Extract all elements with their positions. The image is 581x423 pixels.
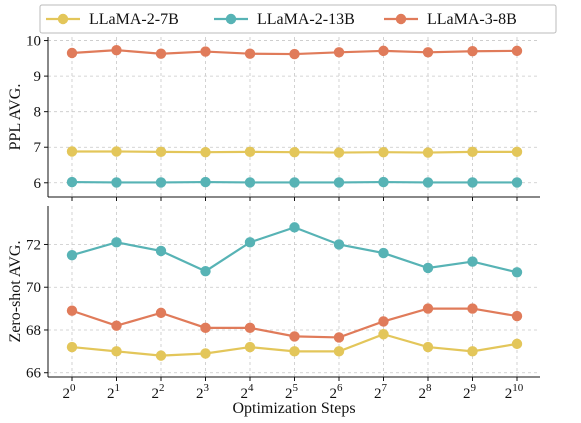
data-point-llama-2-13b (511, 267, 523, 278)
y-tick-label: 66 (26, 366, 42, 382)
data-point-llama-3-8b (200, 322, 211, 334)
data-point-llama-2-7b (66, 146, 78, 157)
data-point-llama-3-8b (378, 45, 389, 57)
legend-box (39, 4, 557, 34)
legend-label: LLaMA-3-8B (427, 11, 517, 28)
data-point-llama-2-13b (66, 176, 78, 188)
x-tick-label: 21 (107, 382, 120, 402)
data-point-llama-3-8b (200, 46, 211, 57)
data-point-llama-2-13b (244, 237, 256, 248)
data-point-llama-2-7b (200, 348, 211, 359)
data-point-llama-2-13b (289, 177, 300, 188)
y-tick-label: 68 (26, 323, 41, 339)
data-point-llama-2-7b (511, 146, 523, 158)
data-point-llama-3-8b (422, 303, 434, 314)
data-point-llama-2-7b (200, 147, 211, 158)
data-point-llama-3-8b (467, 46, 478, 57)
data-point-llama-2-13b (422, 262, 434, 274)
data-point-llama-3-8b (467, 303, 478, 314)
data-point-llama-2-13b (511, 177, 523, 188)
data-point-llama-3-8b (289, 48, 300, 60)
x-tick-label: 210 (505, 382, 524, 402)
data-point-llama-2-7b (422, 147, 434, 158)
data-point-llama-2-7b (289, 346, 300, 357)
data-point-llama-3-8b (289, 331, 300, 342)
legend-marker (395, 13, 407, 25)
data-point-llama-2-13b (467, 256, 478, 267)
data-point-llama-3-8b (155, 307, 167, 319)
data-point-llama-2-7b (467, 146, 478, 158)
legend-label: LLaMA-2-13B (257, 11, 355, 28)
data-point-llama-2-13b (111, 177, 122, 188)
data-point-llama-3-8b (378, 316, 389, 327)
x-tick-label: 25 (285, 382, 299, 402)
legend-label: LLaMA-2-7B (89, 11, 179, 28)
data-point-llama-2-7b (244, 341, 256, 353)
data-point-llama-3-8b (111, 320, 122, 331)
data-point-llama-2-7b (467, 346, 478, 357)
data-point-llama-2-13b (155, 245, 167, 257)
y-tick-label: 70 (26, 280, 41, 296)
data-point-llama-2-13b (111, 237, 122, 248)
data-point-llama-3-8b (66, 305, 78, 316)
data-point-llama-3-8b (155, 48, 167, 59)
data-point-llama-3-8b (244, 322, 256, 334)
data-point-llama-2-13b (333, 239, 345, 250)
data-point-llama-2-13b (378, 176, 389, 188)
x-tick-label: 27 (374, 382, 388, 402)
data-point-llama-2-13b (422, 177, 434, 188)
data-point-llama-2-13b (66, 249, 78, 261)
data-point-llama-2-13b (155, 177, 167, 188)
x-tick-label: 28 (419, 382, 433, 402)
data-point-llama-3-8b (333, 47, 345, 58)
data-point-llama-3-8b (244, 48, 256, 59)
data-point-llama-2-7b (244, 146, 256, 158)
data-point-llama-2-13b (333, 177, 345, 188)
data-point-llama-3-8b (111, 44, 122, 56)
data-point-llama-2-13b (200, 176, 211, 188)
data-point-llama-2-7b (111, 146, 122, 157)
data-point-llama-2-7b (378, 329, 389, 340)
data-point-llama-2-7b (289, 147, 300, 158)
y-axis-label: PPL AVG. (7, 84, 24, 151)
legend-marker (57, 13, 69, 25)
x-tick-label: 26 (330, 382, 344, 402)
data-point-llama-3-8b (511, 45, 523, 57)
data-point-llama-2-7b (333, 346, 345, 357)
y-tick-label: 72 (26, 237, 41, 253)
data-point-llama-2-13b (200, 265, 211, 277)
y-tick-label: 7 (34, 140, 42, 156)
data-point-llama-3-8b (422, 47, 434, 58)
y-tick-label: 8 (34, 105, 42, 121)
x-tick-label: 23 (196, 382, 210, 402)
x-axis-label: Optimization Steps (232, 400, 355, 417)
data-point-llama-2-7b (333, 147, 345, 158)
data-point-llama-2-7b (155, 350, 167, 361)
data-point-llama-2-13b (244, 177, 256, 188)
legend-marker (225, 13, 237, 25)
x-tick-label: 20 (63, 382, 77, 402)
data-point-llama-2-7b (155, 146, 167, 158)
data-point-llama-3-8b (66, 47, 78, 59)
data-point-llama-2-13b (467, 177, 478, 188)
data-point-llama-2-7b (378, 147, 389, 158)
data-point-llama-2-7b (511, 338, 523, 350)
y-axis-label: Zero-shot AVG. (7, 241, 24, 343)
x-tick-label: 24 (241, 382, 255, 402)
data-point-llama-2-7b (111, 346, 122, 357)
data-point-llama-2-7b (422, 341, 434, 353)
data-point-llama-2-7b (66, 341, 78, 353)
x-tick-label: 29 (463, 382, 477, 402)
x-tick-label: 22 (152, 382, 165, 402)
y-tick-label: 10 (26, 34, 41, 50)
data-point-llama-2-13b (378, 247, 389, 259)
data-point-llama-3-8b (333, 332, 345, 343)
data-point-llama-3-8b (511, 310, 523, 322)
y-tick-label: 6 (34, 176, 42, 192)
data-point-llama-2-13b (289, 222, 300, 233)
y-tick-label: 9 (34, 69, 42, 85)
